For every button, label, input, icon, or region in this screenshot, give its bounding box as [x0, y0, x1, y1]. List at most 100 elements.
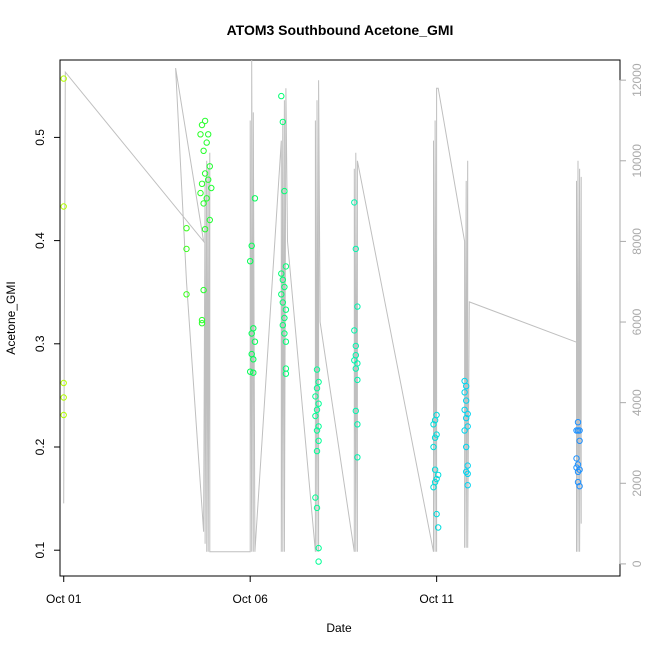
data-point	[281, 314, 288, 322]
data-point	[282, 263, 290, 270]
data-point	[281, 330, 288, 337]
data-point	[574, 478, 582, 486]
data-point	[352, 245, 359, 253]
data-point	[576, 483, 583, 490]
data-point	[315, 378, 322, 386]
data-point	[313, 427, 321, 434]
data-point	[251, 338, 259, 345]
data-point	[282, 338, 290, 345]
data-point	[315, 544, 322, 552]
right-y-tick-label: 4000	[630, 389, 644, 416]
y-axis-label: Acetone_GMI	[4, 281, 18, 354]
data-point	[201, 226, 209, 233]
acetone-series	[60, 75, 583, 565]
data-point	[463, 414, 470, 422]
data-point	[351, 199, 358, 206]
data-point	[463, 382, 470, 390]
data-point	[461, 389, 468, 396]
data-point	[208, 184, 215, 192]
altitude-series	[63, 59, 582, 553]
x-tick-label: Oct 01	[46, 592, 82, 606]
data-point	[279, 299, 286, 306]
data-point	[463, 443, 470, 451]
data-point	[464, 410, 471, 418]
data-point	[250, 356, 257, 363]
data-point	[431, 417, 439, 424]
data-point	[60, 411, 67, 419]
left-y-axis: 0.1 0.2 0.3 0.4 0.5	[33, 129, 61, 559]
data-point	[464, 423, 471, 430]
data-point	[315, 558, 322, 565]
data-point	[433, 475, 440, 483]
data-point	[431, 434, 439, 441]
data-point	[247, 258, 254, 265]
x-tick-label: Oct 11	[419, 592, 454, 606]
data-point	[203, 195, 210, 202]
data-point	[463, 397, 470, 404]
data-point	[197, 189, 204, 197]
data-point	[354, 376, 361, 384]
data-point	[354, 454, 361, 461]
data-point	[198, 121, 206, 129]
data-point	[352, 365, 359, 372]
data-point	[461, 427, 468, 434]
y-tick-label: 0.1	[33, 542, 47, 559]
data-point	[433, 431, 440, 438]
data-point	[205, 176, 212, 183]
data-point	[206, 163, 214, 170]
y-tick-label: 0.3	[33, 335, 47, 352]
data-point	[464, 470, 471, 477]
data-point	[279, 276, 286, 283]
data-point	[431, 466, 439, 473]
data-point	[251, 195, 259, 202]
data-point	[200, 286, 207, 294]
data-point	[198, 320, 206, 327]
data-point	[278, 291, 285, 298]
data-point	[354, 303, 361, 310]
data-point	[574, 427, 582, 434]
data-point	[315, 423, 322, 430]
data-point	[351, 327, 358, 334]
data-point	[282, 306, 290, 313]
data-point	[313, 366, 321, 373]
data-point	[461, 406, 468, 413]
data-point	[354, 421, 361, 428]
data-point	[183, 225, 190, 232]
data-point	[313, 406, 321, 413]
data-point	[352, 407, 359, 415]
data-point	[435, 524, 442, 531]
data-point	[205, 131, 212, 138]
data-point	[279, 118, 286, 126]
data-point	[430, 484, 437, 491]
right-y-axis: 0 2000 4000 6000 8000 10000 12000	[619, 63, 644, 567]
data-point	[197, 131, 204, 138]
data-point	[183, 245, 190, 253]
data-point	[433, 510, 440, 518]
altitude-line	[63, 59, 582, 553]
right-y-tick-label: 8000	[630, 228, 644, 255]
right-y-tick-label: 12000	[630, 63, 644, 97]
data-point	[464, 462, 471, 469]
data-point	[198, 316, 206, 324]
y-tick-label: 0.5	[33, 129, 47, 146]
data-point	[203, 139, 210, 146]
data-point	[278, 270, 285, 277]
data-point	[313, 447, 321, 455]
data-point	[183, 291, 190, 298]
data-point	[315, 437, 322, 444]
right-y-tick-label: 6000	[630, 308, 644, 335]
chart-title: ATOM3 Southbound Acetone_GMI	[227, 22, 454, 38]
plot-frame	[59, 59, 621, 577]
data-point	[206, 216, 214, 224]
data-point	[60, 203, 67, 210]
data-point	[430, 443, 437, 451]
x-axis-label: Date	[326, 621, 352, 635]
right-y-tick-label: 2000	[630, 470, 644, 497]
data-point	[281, 187, 288, 195]
data-point	[278, 92, 285, 100]
data-point	[573, 455, 580, 462]
data-point	[313, 385, 321, 392]
data-point	[198, 180, 206, 188]
right-y-tick-label: 10000	[630, 144, 644, 178]
